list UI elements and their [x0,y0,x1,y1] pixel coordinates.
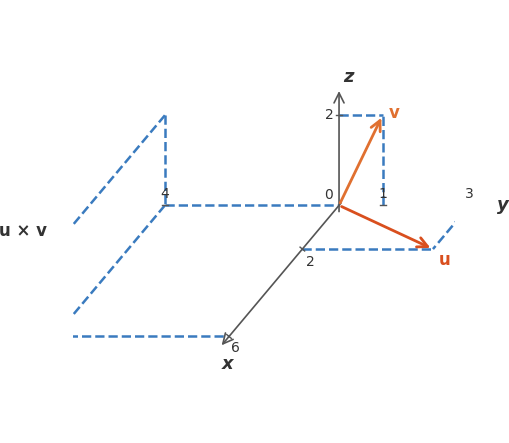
Text: x: x [222,355,234,373]
Text: u: u [439,251,451,269]
Text: v: v [388,104,400,122]
Text: 2: 2 [325,108,334,122]
Text: 1: 1 [378,187,387,201]
Text: z: z [343,68,353,86]
Text: 6: 6 [231,341,240,355]
Text: y: y [497,196,509,214]
Text: 2: 2 [306,255,315,269]
Text: 4: 4 [160,187,169,201]
Text: u × v: u × v [0,222,47,241]
Text: 0: 0 [324,187,333,202]
Text: 3: 3 [465,187,474,201]
